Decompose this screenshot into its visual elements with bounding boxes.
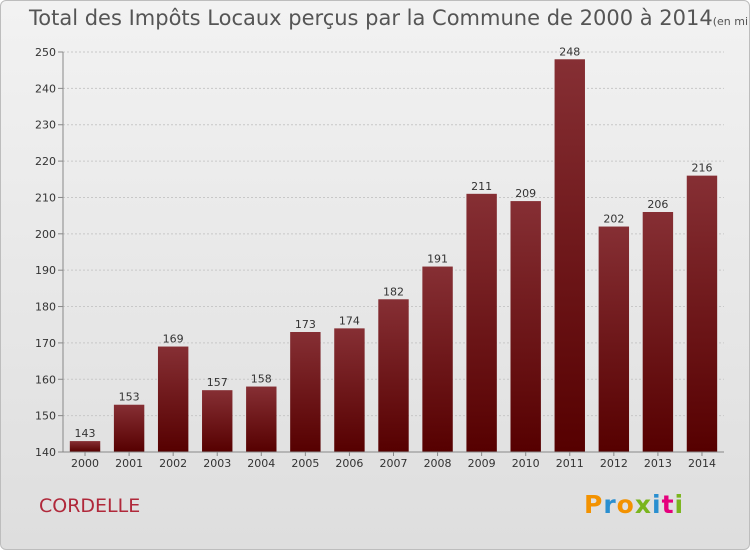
x-tick-label: 2010 <box>512 457 540 470</box>
x-tick-label: 2005 <box>291 457 319 470</box>
chart-title-row: Total des Impôts Locaux perçus par la Co… <box>29 6 749 30</box>
y-tick-label: 150 <box>35 410 56 423</box>
bar-value-label: 173 <box>295 318 316 331</box>
chart-unit: (en milliers d'€) <box>712 15 749 28</box>
logo-letter: r <box>603 490 617 519</box>
x-tick-label: 2007 <box>380 457 408 470</box>
y-tick-label: 170 <box>35 337 56 350</box>
x-tick-label: 2009 <box>468 457 496 470</box>
x-tick-label: 2002 <box>159 457 187 470</box>
bar-value-label: 157 <box>207 376 228 389</box>
bar <box>157 346 189 452</box>
y-tick-label: 190 <box>35 264 56 277</box>
proxiti-logo: Proxiti <box>584 490 684 519</box>
bar <box>378 299 409 452</box>
logo-letter: i <box>674 490 685 519</box>
x-tick-label: 2003 <box>203 457 231 470</box>
x-tick-label: 2000 <box>71 457 99 470</box>
x-tick-label: 2012 <box>600 457 628 470</box>
y-tick-label: 180 <box>35 301 56 314</box>
bar <box>202 390 233 452</box>
x-tick-label: 2011 <box>556 457 584 470</box>
x-tick-label: 2006 <box>335 457 363 470</box>
axes: 140 150 160 170 180 190 200 210 220 230 240 250 2000… <box>35 46 724 470</box>
value-labels: 143 153 169 157 158 173 174 182 191 211 209 248 202 2… <box>75 45 713 440</box>
x-tick-label: 2008 <box>424 457 452 470</box>
bar-value-label: 216 <box>691 162 712 175</box>
y-tick-label: 250 <box>35 46 56 59</box>
bar-value-label: 248 <box>559 45 580 58</box>
y-tick-label: 240 <box>35 82 56 95</box>
bar-value-label: 202 <box>603 213 624 226</box>
bar <box>642 212 674 452</box>
y-tick-label: 230 <box>35 119 56 132</box>
bar <box>334 328 365 452</box>
logo-letter: o <box>616 490 635 519</box>
bar-value-label: 182 <box>383 285 404 298</box>
bar-value-label: 169 <box>163 333 184 346</box>
x-tick-label: 2001 <box>115 457 143 470</box>
bar-value-label: 209 <box>515 187 536 200</box>
x-tick-label: 2013 <box>644 457 672 470</box>
x-tick-label: 2014 <box>688 457 716 470</box>
bar-value-label: 153 <box>119 391 140 404</box>
bar <box>422 266 453 452</box>
bar-value-label: 191 <box>427 253 448 266</box>
bar <box>554 59 585 452</box>
y-tick-label: 160 <box>35 373 56 386</box>
bar <box>246 386 277 452</box>
y-tick-label: 210 <box>35 191 56 204</box>
logo-letter: x <box>634 490 652 519</box>
bar <box>510 201 541 452</box>
x-tick-label: 2004 <box>247 457 275 470</box>
bar-value-label: 211 <box>471 180 492 193</box>
logo-letter: i <box>652 490 662 519</box>
logo-letter: t <box>661 490 675 519</box>
y-tick-label: 200 <box>35 228 56 241</box>
bar <box>69 441 101 452</box>
bar-value-label: 206 <box>647 198 668 211</box>
commune-name: CORDELLE <box>39 495 141 517</box>
bar <box>598 226 630 452</box>
bar <box>466 193 497 452</box>
bar <box>686 175 718 453</box>
y-tick-label: 220 <box>35 155 56 168</box>
bar-value-label: 158 <box>251 373 272 386</box>
bar <box>290 332 321 452</box>
bar-value-label: 174 <box>339 314 360 327</box>
chart-title: Total des Impôts Locaux perçus par la Co… <box>29 6 713 30</box>
bars <box>69 59 718 453</box>
logo-letter: P <box>584 490 604 519</box>
y-tick-label: 140 <box>35 446 56 459</box>
bar-value-label: 143 <box>75 427 96 440</box>
bar <box>113 404 145 452</box>
